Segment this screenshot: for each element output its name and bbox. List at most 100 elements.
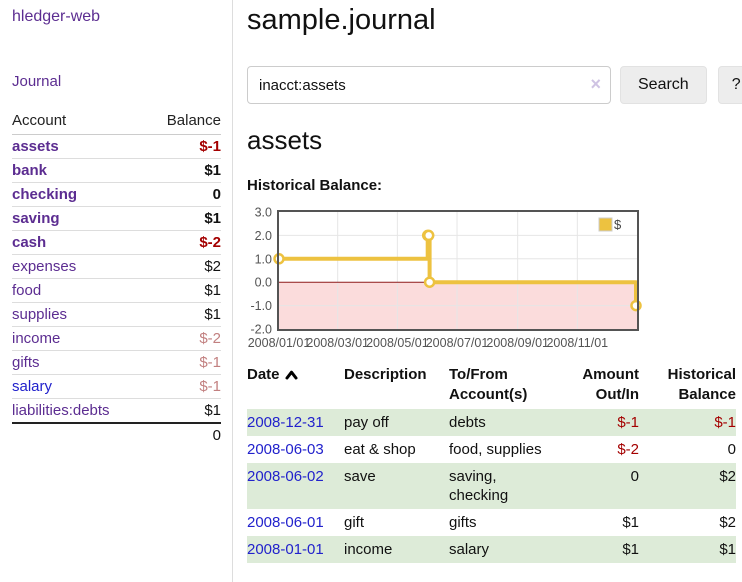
search-button[interactable]: Search bbox=[620, 66, 707, 104]
account-balance: 0 bbox=[146, 182, 221, 207]
account-link[interactable]: liabilities:debts bbox=[12, 402, 110, 419]
account-link[interactable]: supplies bbox=[12, 306, 68, 323]
account-row: gifts $-1 bbox=[12, 350, 221, 375]
accounts-table: Account Balance assets $-1 bank $1 checking 0… bbox=[12, 108, 221, 447]
transaction-amount: $-1 bbox=[617, 414, 639, 431]
account-row: income $-2 bbox=[12, 326, 221, 351]
main-panel: sample.journal × Search ? assets Histori… bbox=[233, 0, 742, 582]
svg-text:-2.0: -2.0 bbox=[250, 323, 272, 337]
accounts-total-value: 0 bbox=[146, 422, 221, 447]
sidebar-item-journal[interactable]: Journal bbox=[12, 73, 62, 90]
account-link[interactable]: cash bbox=[12, 234, 47, 251]
accounts-tbody: assets $-1 bank $1 checking 0 saving $1 cash $-2 e… bbox=[12, 134, 221, 424]
transaction-row: 2008-01-01 income salary $1 $1 bbox=[247, 536, 736, 563]
transaction-amount: $-2 bbox=[617, 441, 639, 458]
transaction-description: gift bbox=[344, 514, 365, 531]
account-row: cash $-2 bbox=[12, 230, 221, 255]
account-row: food $1 bbox=[12, 278, 221, 303]
transaction-amount: $1 bbox=[622, 514, 639, 531]
register-header-description: Description bbox=[344, 366, 427, 383]
svg-text:2008/07/01: 2008/07/01 bbox=[426, 336, 489, 350]
historical-balance-chart: $3.0 2.0 1.0 0.0 -1.0 -2.0 2008/01/01 2008/03/0… bbox=[247, 204, 742, 350]
accounts-header-balance: Balance bbox=[146, 108, 221, 135]
account-row: salary $-1 bbox=[12, 374, 221, 399]
chart-title: Historical Balance: bbox=[247, 177, 383, 194]
svg-text:1.0: 1.0 bbox=[255, 252, 272, 266]
account-row: bank $1 bbox=[12, 158, 221, 183]
help-button[interactable]: ? bbox=[717, 66, 742, 104]
account-link[interactable]: saving bbox=[12, 210, 60, 227]
transaction-accounts: salary bbox=[449, 541, 490, 558]
account-balance: $1 bbox=[146, 398, 221, 424]
account-link[interactable]: income bbox=[12, 330, 61, 347]
transaction-description: pay off bbox=[344, 414, 389, 431]
svg-text:2008/01/01: 2008/01/01 bbox=[248, 336, 311, 350]
register-header-balance: Historical Balance bbox=[667, 366, 736, 403]
register-tbody: 2008-12-31 pay off debts $-1 $-1 2008-06-03 ea… bbox=[247, 409, 736, 563]
account-balance: $-1 bbox=[146, 350, 221, 375]
svg-text:-1.0: -1.0 bbox=[250, 299, 272, 313]
svg-text:2008/05/01: 2008/05/01 bbox=[366, 336, 429, 350]
svg-text:2008/09/01: 2008/09/01 bbox=[486, 336, 549, 350]
app-title-link[interactable]: hledger-web bbox=[12, 8, 101, 25]
transaction-balance: $-1 bbox=[714, 414, 736, 431]
account-row: assets $-1 bbox=[12, 134, 221, 159]
transaction-accounts: food, supplies bbox=[449, 441, 542, 458]
chart-canvas: $3.0 2.0 1.0 0.0 -1.0 -2.02008/01/012008/03/0… bbox=[248, 206, 642, 350]
account-balance: $1 bbox=[146, 302, 221, 327]
transaction-amount: $1 bbox=[622, 541, 639, 558]
transaction-date-link[interactable]: 2008-06-01 bbox=[247, 514, 324, 531]
svg-text:0.0: 0.0 bbox=[255, 276, 272, 290]
account-row: checking 0 bbox=[12, 182, 221, 207]
account-balance: $2 bbox=[146, 254, 221, 279]
transaction-date-link[interactable]: 2008-06-02 bbox=[247, 468, 324, 485]
svg-text:2008/11/01: 2008/11/01 bbox=[546, 336, 608, 350]
accounts-total-row: 0 bbox=[12, 422, 221, 447]
account-link[interactable]: checking bbox=[12, 186, 78, 203]
account-balance: $-1 bbox=[146, 374, 221, 399]
transaction-accounts: debts bbox=[449, 414, 486, 431]
transaction-description: save bbox=[344, 468, 376, 485]
transaction-amount: 0 bbox=[630, 468, 639, 485]
clear-search-icon[interactable]: × bbox=[590, 74, 601, 94]
transaction-row: 2008-06-02 save saving, checking 0 $2 bbox=[247, 463, 736, 509]
account-link[interactable]: salary bbox=[12, 378, 53, 395]
search-input[interactable] bbox=[247, 66, 611, 104]
transaction-accounts: saving, checking bbox=[449, 468, 509, 504]
account-balance: $-2 bbox=[146, 326, 221, 351]
transaction-balance: $2 bbox=[719, 514, 736, 531]
transaction-description: eat & shop bbox=[344, 441, 416, 458]
register-table: Date Description To/From Account(s) Amou… bbox=[247, 363, 736, 563]
page-title: sample.journal bbox=[247, 4, 436, 36]
register-header-accounts: To/From Account(s) bbox=[449, 366, 528, 403]
transaction-balance: 0 bbox=[727, 441, 736, 458]
transaction-description: income bbox=[344, 541, 393, 558]
sort-ascending-icon bbox=[285, 370, 298, 380]
account-balance: $1 bbox=[146, 206, 221, 231]
transaction-balance: $1 bbox=[719, 541, 736, 558]
register-header-date[interactable]: Date bbox=[247, 363, 344, 409]
svg-text:2.0: 2.0 bbox=[255, 229, 272, 243]
account-heading: assets bbox=[247, 125, 323, 155]
transaction-balance: $2 bbox=[719, 468, 736, 485]
account-link[interactable]: food bbox=[12, 282, 42, 299]
account-link[interactable]: assets bbox=[12, 138, 59, 155]
transaction-date-link[interactable]: 2008-06-03 bbox=[247, 441, 324, 458]
transaction-date-link[interactable]: 2008-12-31 bbox=[247, 414, 324, 431]
svg-text:3.0: 3.0 bbox=[255, 206, 272, 220]
svg-text:2008/03/01: 2008/03/01 bbox=[306, 336, 369, 350]
account-row: liabilities:debts $1 bbox=[12, 398, 221, 424]
account-balance: $-1 bbox=[146, 134, 221, 159]
transaction-row: 2008-12-31 pay off debts $-1 $-1 bbox=[247, 409, 736, 436]
account-link[interactable]: bank bbox=[12, 162, 48, 179]
account-balance: $1 bbox=[146, 278, 221, 303]
transaction-accounts: gifts bbox=[449, 514, 477, 531]
account-link[interactable]: gifts bbox=[12, 354, 40, 371]
account-balance: $1 bbox=[146, 158, 221, 183]
search-bar: × Search ? bbox=[247, 66, 742, 104]
transaction-date-link[interactable]: 2008-01-01 bbox=[247, 541, 324, 558]
account-link[interactable]: expenses bbox=[12, 258, 77, 275]
account-row: expenses $2 bbox=[12, 254, 221, 279]
account-row: supplies $1 bbox=[12, 302, 221, 327]
transaction-row: 2008-06-01 gift gifts $1 $2 bbox=[247, 509, 736, 536]
